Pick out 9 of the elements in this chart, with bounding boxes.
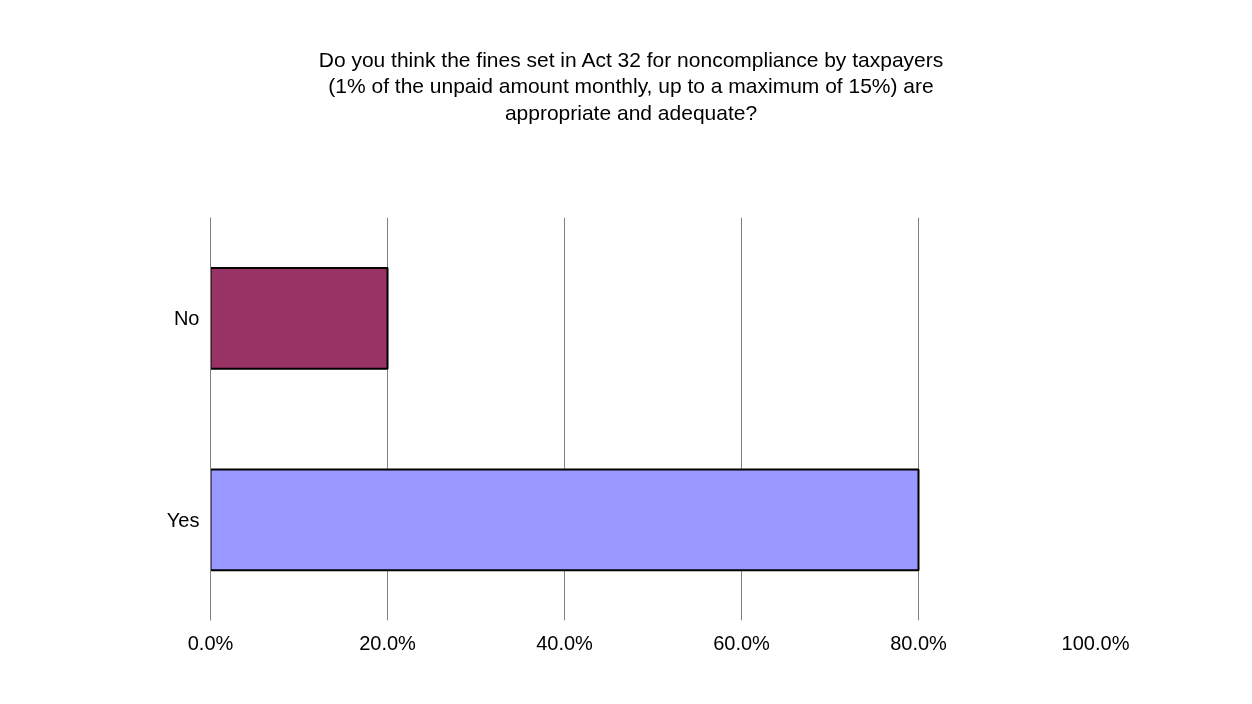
- x-tick-label: 0.0%: [187, 631, 234, 654]
- y-tick-label: Yes: [166, 508, 200, 531]
- x-tick-label: 100.0%: [1061, 631, 1130, 654]
- x-tick-label: 80.0%: [890, 631, 948, 654]
- chart-title: Do you think the fines set in Act 32 for noncompliance by taxpayers (1% of the unpaid amount monthly, up to a maximum of 15%) are appropriate and adequate?: [317, 47, 945, 126]
- x-tick-label: 40.0%: [536, 631, 594, 654]
- y-tick-label: No: [173, 307, 200, 330]
- x-tick-label: 20.0%: [359, 631, 417, 654]
- x-tick-label: 60.0%: [713, 631, 771, 654]
